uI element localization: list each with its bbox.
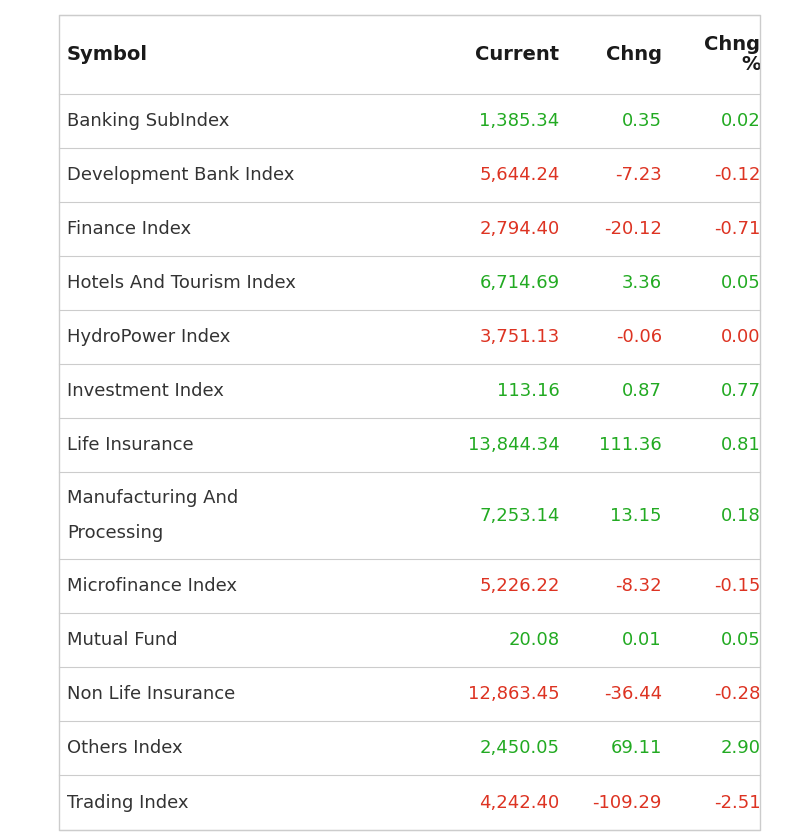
Text: 0.05: 0.05 [721, 274, 760, 292]
Text: 3,751.13: 3,751.13 [479, 328, 559, 346]
Text: 0.77: 0.77 [720, 382, 760, 401]
Text: -2.51: -2.51 [714, 794, 760, 811]
Text: Manufacturing And: Manufacturing And [67, 489, 238, 507]
Text: -0.06: -0.06 [615, 328, 662, 346]
Text: Non Life Insurance: Non Life Insurance [67, 685, 236, 703]
Text: 0.02: 0.02 [721, 111, 760, 130]
Text: Finance Index: Finance Index [67, 220, 191, 238]
Text: 13,844.34: 13,844.34 [468, 437, 559, 454]
Text: Chng
%: Chng % [704, 34, 760, 74]
Text: -0.71: -0.71 [714, 220, 760, 238]
Text: Development Bank Index: Development Bank Index [67, 166, 295, 184]
Text: 0.18: 0.18 [721, 507, 760, 525]
Text: -109.29: -109.29 [593, 794, 662, 811]
Text: Microfinance Index: Microfinance Index [67, 577, 237, 595]
Text: -0.28: -0.28 [714, 685, 760, 703]
Text: 7,253.14: 7,253.14 [479, 507, 559, 525]
Text: 20.08: 20.08 [508, 631, 559, 649]
Text: -0.12: -0.12 [714, 166, 760, 184]
Text: 0.01: 0.01 [623, 631, 662, 649]
Text: -7.23: -7.23 [615, 166, 662, 184]
Text: Chng: Chng [606, 44, 662, 64]
Text: -36.44: -36.44 [604, 685, 662, 703]
Text: Life Insurance: Life Insurance [67, 437, 194, 454]
Text: Hotels And Tourism Index: Hotels And Tourism Index [67, 274, 296, 292]
Text: Mutual Fund: Mutual Fund [67, 631, 177, 649]
Text: 0.81: 0.81 [721, 437, 760, 454]
Text: 69.11: 69.11 [611, 739, 662, 758]
Text: 0.05: 0.05 [721, 631, 760, 649]
Text: -0.15: -0.15 [714, 577, 760, 595]
Text: Investment Index: Investment Index [67, 382, 224, 401]
Text: Processing: Processing [67, 524, 163, 542]
Text: 2,794.40: 2,794.40 [479, 220, 559, 238]
Text: 0.87: 0.87 [622, 382, 662, 401]
Text: 6,714.69: 6,714.69 [479, 274, 559, 292]
Text: 5,226.22: 5,226.22 [479, 577, 559, 595]
Text: 0.00: 0.00 [721, 328, 760, 346]
Bar [59, 15, 760, 830]
Text: 12,863.45: 12,863.45 [468, 685, 559, 703]
Text: -20.12: -20.12 [604, 220, 662, 238]
Text: HydroPower Index: HydroPower Index [67, 328, 230, 346]
Text: Banking SubIndex: Banking SubIndex [67, 111, 229, 130]
Text: 4,242.40: 4,242.40 [479, 794, 559, 811]
Text: 111.36: 111.36 [599, 437, 662, 454]
Text: 5,644.24: 5,644.24 [479, 166, 559, 184]
Text: 2.90: 2.90 [720, 739, 760, 758]
Text: 2,450.05: 2,450.05 [479, 739, 559, 758]
Text: Others Index: Others Index [67, 739, 183, 758]
Text: 113.16: 113.16 [496, 382, 559, 401]
Text: Current: Current [475, 44, 559, 64]
Text: 0.35: 0.35 [622, 111, 662, 130]
Text: Symbol: Symbol [67, 44, 148, 64]
Text: 3.36: 3.36 [622, 274, 662, 292]
Text: -8.32: -8.32 [615, 577, 662, 595]
Text: Trading Index: Trading Index [67, 794, 188, 811]
Text: 13.15: 13.15 [611, 507, 662, 525]
Text: 1,385.34: 1,385.34 [479, 111, 559, 130]
